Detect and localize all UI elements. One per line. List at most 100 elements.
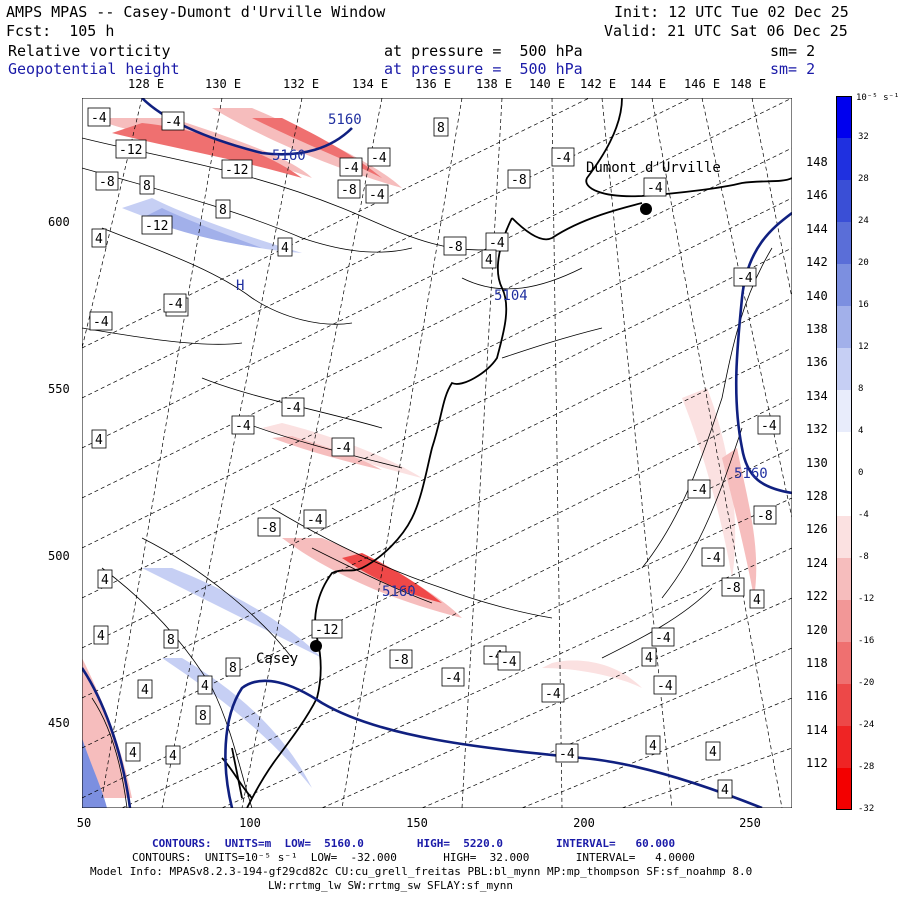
latitude-label: 136 E xyxy=(806,355,843,370)
vorticity-label: -8 xyxy=(443,236,467,256)
field2-smoothing: sm= 2 xyxy=(770,60,816,78)
vorticity-label: -4 xyxy=(555,743,579,763)
colorbar-swatch xyxy=(836,96,852,139)
colorbar-label: -4 xyxy=(858,510,869,520)
vorticity-label: -4 xyxy=(497,651,521,671)
longitude-label: 140 E xyxy=(529,77,566,91)
colorbar-swatch xyxy=(836,264,852,307)
svg-text:-4: -4 xyxy=(647,181,663,196)
svg-text:-4: -4 xyxy=(343,161,359,176)
svg-text:4: 4 xyxy=(141,683,149,698)
x-tick-label: 150 xyxy=(406,816,428,830)
x-tick-label: 200 xyxy=(573,816,595,830)
colorbar-label: -24 xyxy=(858,720,875,730)
latitude-label: 116 E xyxy=(806,689,843,704)
colorbar-swatch xyxy=(836,684,852,727)
footer-height-contours: CONTOURS: UNITS=m LOW= 5160.0 HIGH= 5220… xyxy=(152,837,676,850)
y-tick-label: 500 xyxy=(48,549,70,563)
colorbar-label: 4 xyxy=(858,426,864,436)
vorticity-label: 4 xyxy=(91,228,107,248)
latitude-label: 134 E xyxy=(806,388,843,403)
vorticity-label: -4 xyxy=(757,415,781,435)
latitude-label: 146 E xyxy=(806,188,843,203)
colorbar-label: 8 xyxy=(858,384,864,394)
svg-text:-4: -4 xyxy=(761,419,777,434)
svg-text:-4: -4 xyxy=(737,271,753,286)
y-tick-label: 450 xyxy=(48,716,70,730)
high-pressure-marker: H xyxy=(236,278,244,294)
dumont-station-label: Dumont d'Urville xyxy=(586,160,721,176)
svg-text:-12: -12 xyxy=(119,143,142,158)
vorticity-label: 4 xyxy=(645,735,661,755)
vorticity-label: 4 xyxy=(749,589,765,609)
vorticity-label: -4 xyxy=(653,675,677,695)
vorticity-label: -12 xyxy=(141,215,173,235)
field2-level: at pressure = 500 hPa xyxy=(384,60,583,78)
svg-text:-4: -4 xyxy=(335,441,351,456)
svg-text:-4: -4 xyxy=(555,151,571,166)
vorticity-label: 8 xyxy=(433,117,449,137)
latitude-label: 114 E xyxy=(806,722,843,737)
svg-text:-4: -4 xyxy=(167,297,183,312)
colorbar-swatch xyxy=(836,474,852,517)
latitude-label: 122 E xyxy=(806,589,843,604)
vorticity-label: -8 xyxy=(721,577,745,597)
vorticity-label: -4 xyxy=(331,437,355,457)
vorticity-label: -4 xyxy=(163,293,187,313)
colorbar-label: 16 xyxy=(858,300,869,310)
svg-text:8: 8 xyxy=(219,203,227,218)
svg-text:4: 4 xyxy=(95,433,103,448)
svg-text:-4: -4 xyxy=(445,671,461,686)
longitude-label: 142 E xyxy=(580,77,617,91)
latitude-label: 144 E xyxy=(806,221,843,236)
colorbar-label: 20 xyxy=(858,258,869,268)
colorbar-swatch xyxy=(836,600,852,643)
svg-text:-4: -4 xyxy=(545,687,561,702)
height-label: 5104 xyxy=(494,288,528,304)
svg-text:-8: -8 xyxy=(511,173,527,188)
vorticity-label: 4 xyxy=(97,569,113,589)
colorbar-swatch xyxy=(836,348,852,391)
colorbar-swatch xyxy=(836,432,852,475)
colorbar-label: 28 xyxy=(858,174,869,184)
vorticity-contours xyxy=(82,137,773,808)
colorbar-label: -28 xyxy=(858,762,875,772)
forecast-hour: Fcst: 105 h xyxy=(6,22,115,40)
colorbar-swatch xyxy=(836,390,852,433)
init-time: Init: 12 UTC Tue 02 Dec 25 xyxy=(614,3,849,21)
vorticity-label: 4 xyxy=(93,625,109,645)
vorticity-label: -8 xyxy=(337,179,361,199)
station-markers: Casey Dumont d'Urville xyxy=(256,160,721,667)
latitude-label: 138 E xyxy=(806,322,843,336)
vorticity-label: -4 xyxy=(551,147,575,167)
field1-name: Relative vorticity xyxy=(8,42,171,60)
vorticity-label: -12 xyxy=(311,619,343,639)
vorticity-label: -4 xyxy=(365,184,389,204)
colorbar-swatch xyxy=(836,180,852,223)
svg-text:-4: -4 xyxy=(657,679,673,694)
svg-text:8: 8 xyxy=(229,661,237,676)
valid-time: Valid: 21 UTC Sat 06 Dec 25 xyxy=(604,22,848,40)
casey-station-label: Casey xyxy=(256,651,298,667)
x-tick-label: 50 xyxy=(76,816,92,830)
colorbar-label: 24 xyxy=(858,216,869,226)
svg-text:-8: -8 xyxy=(757,509,773,524)
svg-text:-4: -4 xyxy=(371,151,387,166)
height-label: 5160 xyxy=(328,112,362,128)
latitude-label: 120 E xyxy=(806,622,843,637)
svg-text:-8: -8 xyxy=(393,653,409,668)
svg-text:-4: -4 xyxy=(165,115,181,130)
height-labels: 5160 5160 5104 5160 5160 H xyxy=(236,112,768,600)
svg-text:4: 4 xyxy=(281,241,289,256)
longitude-label: 144 E xyxy=(630,77,667,91)
vorticity-label: -8 xyxy=(95,171,119,191)
latitude-label: 126 E xyxy=(806,522,843,537)
longitude-label: 148 E xyxy=(730,77,767,91)
vorticity-label: 4 xyxy=(717,779,733,799)
svg-text:-4: -4 xyxy=(93,315,109,330)
colorbar-swatch xyxy=(836,222,852,265)
colorbar-label: -12 xyxy=(858,594,875,604)
svg-text:4: 4 xyxy=(709,745,717,760)
svg-text:4: 4 xyxy=(753,593,761,608)
latitude-label: 148 E xyxy=(806,155,843,169)
